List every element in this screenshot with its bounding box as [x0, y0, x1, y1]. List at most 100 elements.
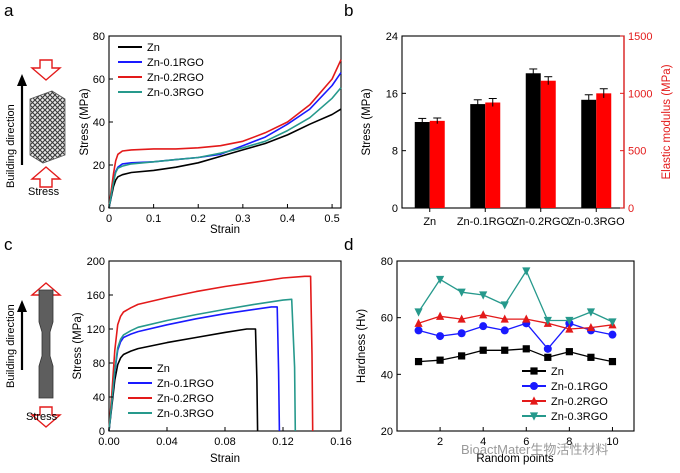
bar-stress-0	[414, 122, 430, 208]
data-point-d-2-0	[414, 318, 423, 327]
legend-label-d-2: Zn-0.2RGO	[551, 396, 608, 408]
legend-marker-d-1	[530, 382, 538, 390]
chart-d-frame	[396, 260, 635, 432]
x-tick-label-a: 0.3	[235, 213, 250, 225]
bar-elastic-modulus-1	[485, 102, 501, 208]
legend-label-c-2: Zn-0.2RGO	[157, 393, 214, 405]
y-tick-label-right-b: 500	[628, 146, 646, 158]
x-tick-label-b: Zn-0.2RGO	[512, 216, 569, 228]
data-point-d-2-8	[586, 322, 596, 332]
series-line-c-0	[108, 328, 259, 432]
legend-label-d-3: Zn-0.3RGO	[551, 411, 608, 423]
chart-d-xlabel: Random points	[476, 453, 554, 465]
y-tick-label-d: 20	[381, 426, 393, 438]
chart-b-ylabel-right: Elastic modulus (MPa)	[661, 64, 673, 179]
data-point-d-2-7	[565, 324, 574, 333]
bar-elastic-modulus-0	[429, 120, 445, 208]
chart-a-ylabel: Stress (MPa)	[79, 88, 91, 155]
legend-label-c-0: Zn	[157, 363, 170, 375]
x-tick-label-c: 0.00	[98, 436, 119, 448]
series-line-a-3	[108, 87, 342, 209]
legend-marker-d-0	[530, 367, 538, 375]
panel-label-d: d	[344, 235, 353, 254]
x-tick-label-c: 0.12	[272, 436, 293, 448]
bar-stress-3	[581, 99, 597, 208]
data-point-d-2-4	[500, 314, 509, 323]
series-line-a-0	[108, 108, 342, 209]
y-tick-label-a: 40	[93, 117, 105, 129]
chart-a: 0 0.1 0.2 0.3 0.4 0.5 0 20 40 60 80 Strain Stress …	[79, 31, 342, 236]
y-tick-label-d: 80	[381, 256, 393, 268]
data-point-d-2-3	[479, 310, 488, 319]
y-tick-label-d: 40	[381, 369, 393, 381]
chart-a-frame	[108, 35, 342, 209]
data-point-d-3-3	[479, 291, 488, 300]
data-point-d-0-8	[587, 353, 595, 361]
x-tick-label-d: 8	[566, 436, 572, 448]
y-tick-label-right-b: 1500	[628, 31, 652, 43]
x-tick-label-a: 0.4	[280, 213, 295, 225]
building-direction-arrowhead-a	[17, 74, 27, 86]
data-point-d-3-9	[608, 318, 617, 327]
data-point-d-1-3	[479, 322, 488, 331]
data-point-d-3-8	[586, 308, 596, 317]
data-point-d-1-1	[436, 332, 445, 341]
data-point-d-1-2	[457, 329, 466, 338]
series-line-a-2	[108, 59, 342, 209]
x-tick-label-b: Zn-0.3RGO	[568, 216, 625, 228]
y-tick-label-b: 16	[386, 88, 398, 100]
y-tick-label-c: 160	[87, 290, 105, 302]
y-tick-label-b: 8	[392, 146, 398, 158]
y-tick-label-c: 120	[87, 324, 105, 336]
legend-label-a-1: Zn-0.1RGO	[147, 57, 204, 69]
data-point-d-2-2	[457, 314, 466, 323]
y-tick-label-c: 200	[87, 256, 105, 268]
chart-c: 0.00 0.04 0.08 0.12 0.16 0 40 80 120 160 200 Strai…	[72, 256, 352, 465]
data-point-d-0-3	[479, 346, 487, 354]
y-tick-label-c: 80	[93, 358, 105, 370]
y-tick-label-a: 80	[93, 31, 105, 43]
y-tick-label-c: 0	[99, 426, 105, 438]
stress-label-a: Stress	[28, 186, 60, 198]
series-line-d-1	[418, 322, 613, 350]
building-direction-label-c: Building direction	[5, 304, 17, 388]
legend-label-c-3: Zn-0.3RGO	[157, 408, 214, 420]
building-direction-label-a: Building direction	[5, 104, 17, 188]
x-tick-label-a: 0.5	[324, 213, 339, 225]
x-tick-label-b: Zn	[423, 216, 436, 228]
series-line-d-2	[418, 314, 613, 330]
bar-elastic-modulus-3	[596, 93, 612, 208]
legend-marker-d-2	[529, 396, 539, 405]
series-line-a-1	[108, 72, 342, 209]
panel-c-illustration: Building direction Stress	[5, 282, 62, 428]
panel-label-a: a	[4, 1, 14, 20]
legend-label-d-1: Zn-0.1RGO	[551, 381, 608, 393]
bar-stress-1	[470, 104, 486, 208]
x-tick-label-c: 0.04	[156, 436, 177, 448]
chart-c-ylabel: Stress (MPa)	[72, 312, 84, 379]
series-line-c-2	[108, 275, 314, 432]
x-tick-label-a: 0	[106, 213, 112, 225]
stress-label-c: Stress	[26, 411, 58, 423]
legend-label-d-0: Zn	[551, 366, 564, 378]
x-tick-label-b: Zn-0.1RGO	[457, 216, 514, 228]
chart-a-xlabel: Strain	[210, 224, 240, 236]
y-tick-label-d: 60	[381, 313, 393, 325]
data-point-d-3-6	[543, 316, 552, 326]
data-point-d-0-0	[414, 357, 423, 366]
y-tick-label-c: 40	[93, 392, 105, 404]
series-line-c-3	[108, 298, 297, 432]
y-tick-label-b: 24	[386, 31, 398, 43]
data-point-d-0-6	[544, 353, 552, 361]
x-tick-label-c: 0.16	[330, 436, 351, 448]
data-point-d-3-4	[500, 301, 509, 310]
data-point-d-1-4	[500, 326, 509, 335]
x-tick-label-d: 10	[606, 436, 618, 448]
y-tick-label-a: 0	[99, 203, 105, 215]
legend-marker-d-3	[529, 412, 539, 421]
x-tick-label-a: 0.1	[146, 213, 161, 225]
bar-stress-2	[525, 73, 541, 209]
panel-a-illustration: Building direction Stress	[5, 59, 66, 198]
data-point-d-0-9	[608, 357, 617, 366]
